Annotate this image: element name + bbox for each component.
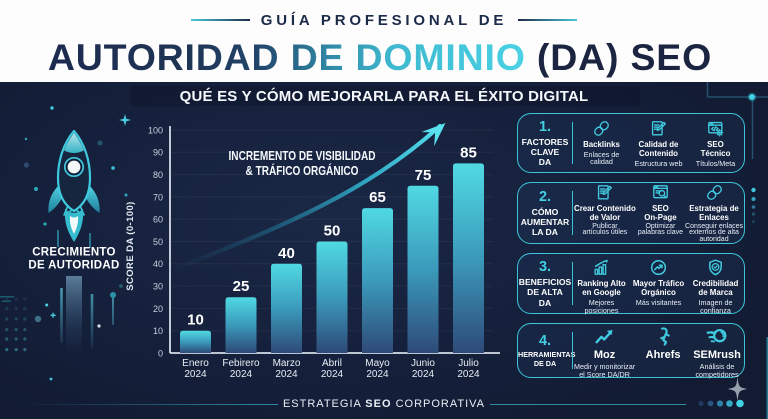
svg-text:2024: 2024: [412, 369, 435, 380]
svg-text:10: 10: [187, 312, 204, 329]
svg-text:25: 25: [233, 278, 250, 295]
svg-text:Mayo: Mayo: [365, 358, 390, 369]
svg-text:Junio: Junio: [411, 358, 435, 369]
svg-text:Marzo: Marzo: [273, 358, 301, 369]
svg-text:2024: 2024: [230, 369, 253, 380]
svg-text:Abril: Abril: [322, 358, 342, 369]
svg-text:Julio: Julio: [458, 358, 479, 369]
svg-text:10: 10: [153, 326, 163, 336]
svg-text:INCREMENTO DE VISIBILIDAD: INCREMENTO DE VISIBILIDAD: [229, 149, 376, 163]
svg-text:70: 70: [153, 192, 163, 202]
svg-text:2024: 2024: [184, 369, 207, 380]
svg-text:60: 60: [153, 215, 163, 225]
svg-text:40: 40: [278, 245, 295, 262]
svg-text:Enero: Enero: [182, 358, 209, 369]
svg-text:40: 40: [153, 259, 163, 269]
svg-text:50: 50: [324, 223, 341, 240]
svg-text:75: 75: [415, 167, 432, 184]
svg-text:2024: 2024: [457, 369, 480, 380]
svg-text:50: 50: [153, 237, 163, 247]
svg-text:85: 85: [460, 144, 477, 161]
svg-text:30: 30: [153, 282, 163, 292]
svg-text:SCORE DA (0-100): SCORE DA (0-100): [125, 201, 136, 290]
svg-text:2024: 2024: [321, 369, 344, 380]
svg-text:& TRÁFICO ORGÁNICO: & TRÁFICO ORGÁNICO: [246, 163, 359, 178]
svg-text:20: 20: [153, 304, 163, 314]
svg-text:90: 90: [153, 148, 163, 158]
svg-text:DE AUTORIDAD: DE AUTORIDAD: [28, 260, 119, 272]
svg-text:CRECIMIENTO: CRECIMIENTO: [32, 247, 116, 259]
svg-text:Febirero: Febirero: [222, 358, 260, 369]
svg-text:100: 100: [148, 125, 163, 135]
svg-text:65: 65: [369, 189, 386, 206]
svg-text:0: 0: [158, 348, 163, 358]
svg-text:2024: 2024: [275, 369, 298, 380]
svg-text:80: 80: [153, 170, 163, 180]
svg-text:2024: 2024: [366, 369, 389, 380]
